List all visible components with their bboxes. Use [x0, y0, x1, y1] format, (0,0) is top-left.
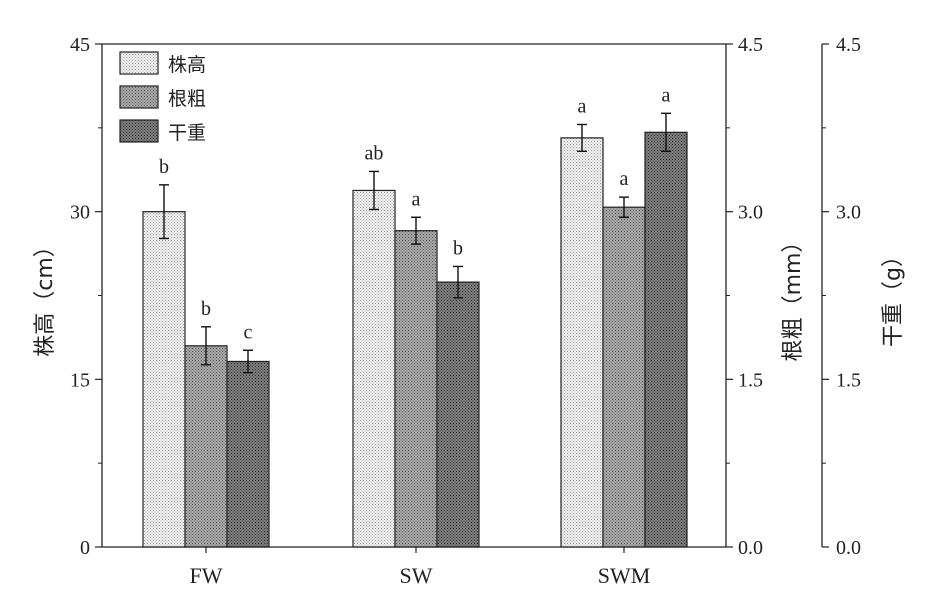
- significance-letter: b: [159, 156, 169, 178]
- significance-letter: a: [662, 84, 671, 106]
- bar-right2-sw: [437, 282, 479, 547]
- legend-label-1: 株高: [168, 54, 206, 76]
- right1-tick-label: 3.0: [738, 202, 763, 224]
- right1-tick-label: 0.0: [738, 537, 763, 559]
- legend-label-3: 干重: [168, 122, 206, 144]
- bar-left-fw: [143, 212, 185, 547]
- right2-tick-label: 1.5: [836, 369, 861, 391]
- right2-tick-label: 0.0: [836, 537, 861, 559]
- left-tick-label: 45: [70, 34, 90, 56]
- bar-right2-fw: [227, 361, 269, 547]
- x-tick-label-fw: FW: [190, 563, 223, 588]
- right2-tick-label: 3.0: [836, 202, 861, 224]
- right2-axis-title: 干重（g）: [881, 245, 906, 347]
- significance-letter: b: [453, 237, 463, 259]
- significance-letter: a: [578, 95, 587, 117]
- bar-right1-fw: [185, 346, 227, 547]
- bar-right1-sw: [395, 231, 437, 547]
- right1-axis-title: 根粗（mm）: [781, 231, 806, 362]
- significance-letter: a: [620, 168, 629, 190]
- left-tick-label: 0: [80, 537, 90, 559]
- significance-letter: a: [412, 188, 421, 210]
- bar-left-swm: [561, 138, 603, 547]
- right1-tick-label: 1.5: [738, 369, 763, 391]
- left-tick-label: 30: [70, 202, 90, 224]
- right1-tick-label: 4.5: [738, 34, 763, 56]
- x-tick-label-sw: SW: [400, 563, 433, 588]
- legend-swatch-2: [120, 86, 158, 108]
- legend-swatch-3: [120, 120, 158, 142]
- bar-right1-swm: [603, 207, 645, 547]
- significance-letter: c: [244, 321, 253, 343]
- legend-swatch-1: [120, 52, 158, 74]
- significance-letter: b: [201, 298, 211, 320]
- x-tick-label-swm: SWM: [598, 563, 651, 588]
- legend-label-2: 根粗: [168, 88, 206, 110]
- right2-tick-label: 4.5: [836, 34, 861, 56]
- significance-letter: ab: [365, 142, 384, 164]
- bar-left-sw: [353, 190, 395, 547]
- left-axis-title: 株高（cm）: [33, 235, 58, 357]
- bar-right2-swm: [645, 132, 687, 547]
- left-tick-label: 15: [70, 369, 90, 391]
